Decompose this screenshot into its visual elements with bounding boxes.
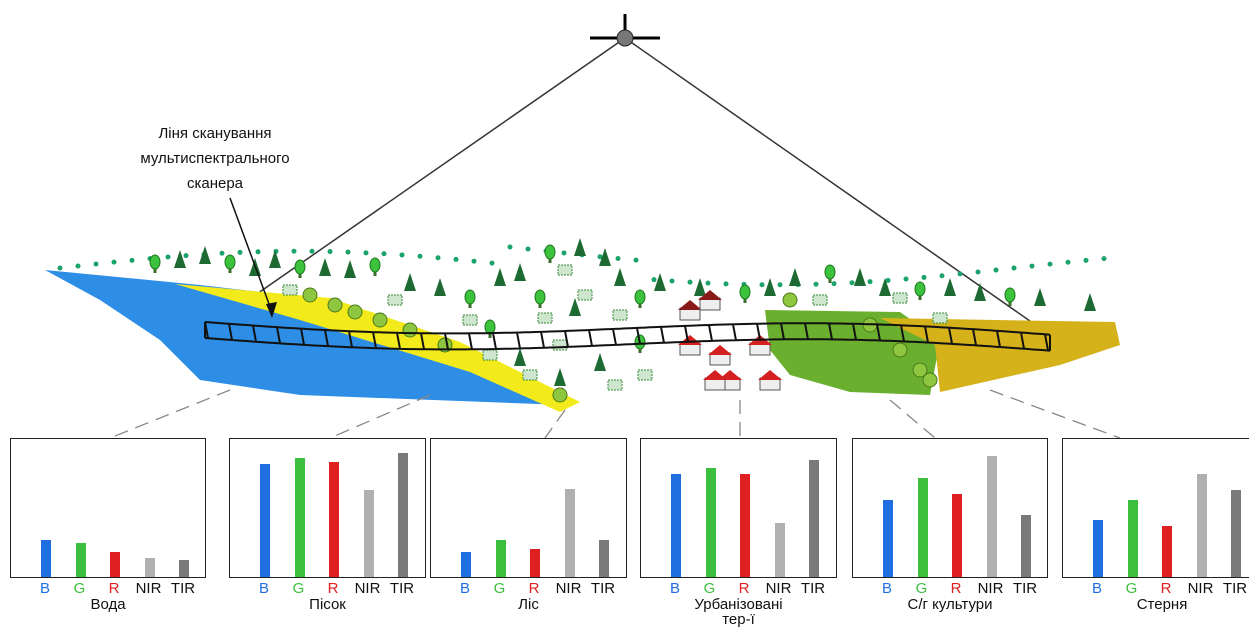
bar: [179, 560, 189, 577]
chart-panel: [10, 438, 206, 578]
bar: [809, 460, 819, 577]
chart-title: Урбанізовані тер-ї: [689, 597, 789, 627]
view-line: [205, 38, 625, 330]
bar: [329, 462, 339, 577]
label-line: сканера: [187, 175, 244, 192]
bar: [461, 552, 471, 577]
bar: [295, 458, 305, 577]
bar: [565, 489, 575, 577]
x-tick-label: TIR: [583, 581, 623, 597]
dashes: [110, 390, 1120, 438]
bar: [1231, 490, 1241, 577]
label-line: Ліня сканування: [158, 125, 271, 142]
chart-title: Пісок: [268, 597, 388, 612]
bar: [530, 549, 540, 577]
chart-panel: [1062, 438, 1249, 578]
bar: [1128, 500, 1138, 577]
page: Ліня сканування мультиспектрального скан…: [0, 0, 1249, 635]
bar: [883, 500, 893, 577]
x-tick-label: TIR: [163, 581, 203, 597]
chart-title: Ліс: [469, 597, 589, 612]
bar: [41, 540, 51, 577]
bar: [364, 490, 374, 577]
bar: [260, 464, 270, 577]
bar: [1021, 515, 1031, 577]
x-tick-label: TIR: [1005, 581, 1045, 597]
chart-panel: [229, 438, 426, 578]
scanner-label: Ліня сканування мультиспектрального скан…: [140, 125, 289, 192]
x-tick-label: TIR: [1215, 581, 1249, 597]
bar: [740, 474, 750, 578]
bar: [145, 558, 155, 577]
bar: [987, 456, 997, 577]
x-tick-label: TIR: [793, 581, 833, 597]
bar: [671, 474, 681, 578]
x-tick-label: TIR: [382, 581, 422, 597]
bar: [398, 453, 408, 577]
satellite: [590, 14, 660, 46]
bar: [599, 540, 609, 577]
chart-title: С/г культури: [890, 597, 1010, 612]
view-line: [625, 38, 1050, 335]
bar: [775, 523, 785, 577]
bar: [952, 494, 962, 577]
bar: [1093, 520, 1103, 577]
bar: [496, 540, 506, 577]
chart-title: Стерня: [1102, 597, 1222, 612]
bar: [110, 552, 120, 577]
chart-panel: [852, 438, 1048, 578]
bar: [706, 468, 716, 577]
bar: [918, 478, 928, 577]
chart-panel: [430, 438, 627, 578]
bar: [1162, 526, 1172, 577]
chart-title: Вода: [48, 597, 168, 612]
bar: [76, 543, 86, 578]
bar: [1197, 474, 1207, 578]
chart-panel: [640, 438, 837, 578]
label-line: мультиспектрального: [140, 150, 289, 167]
